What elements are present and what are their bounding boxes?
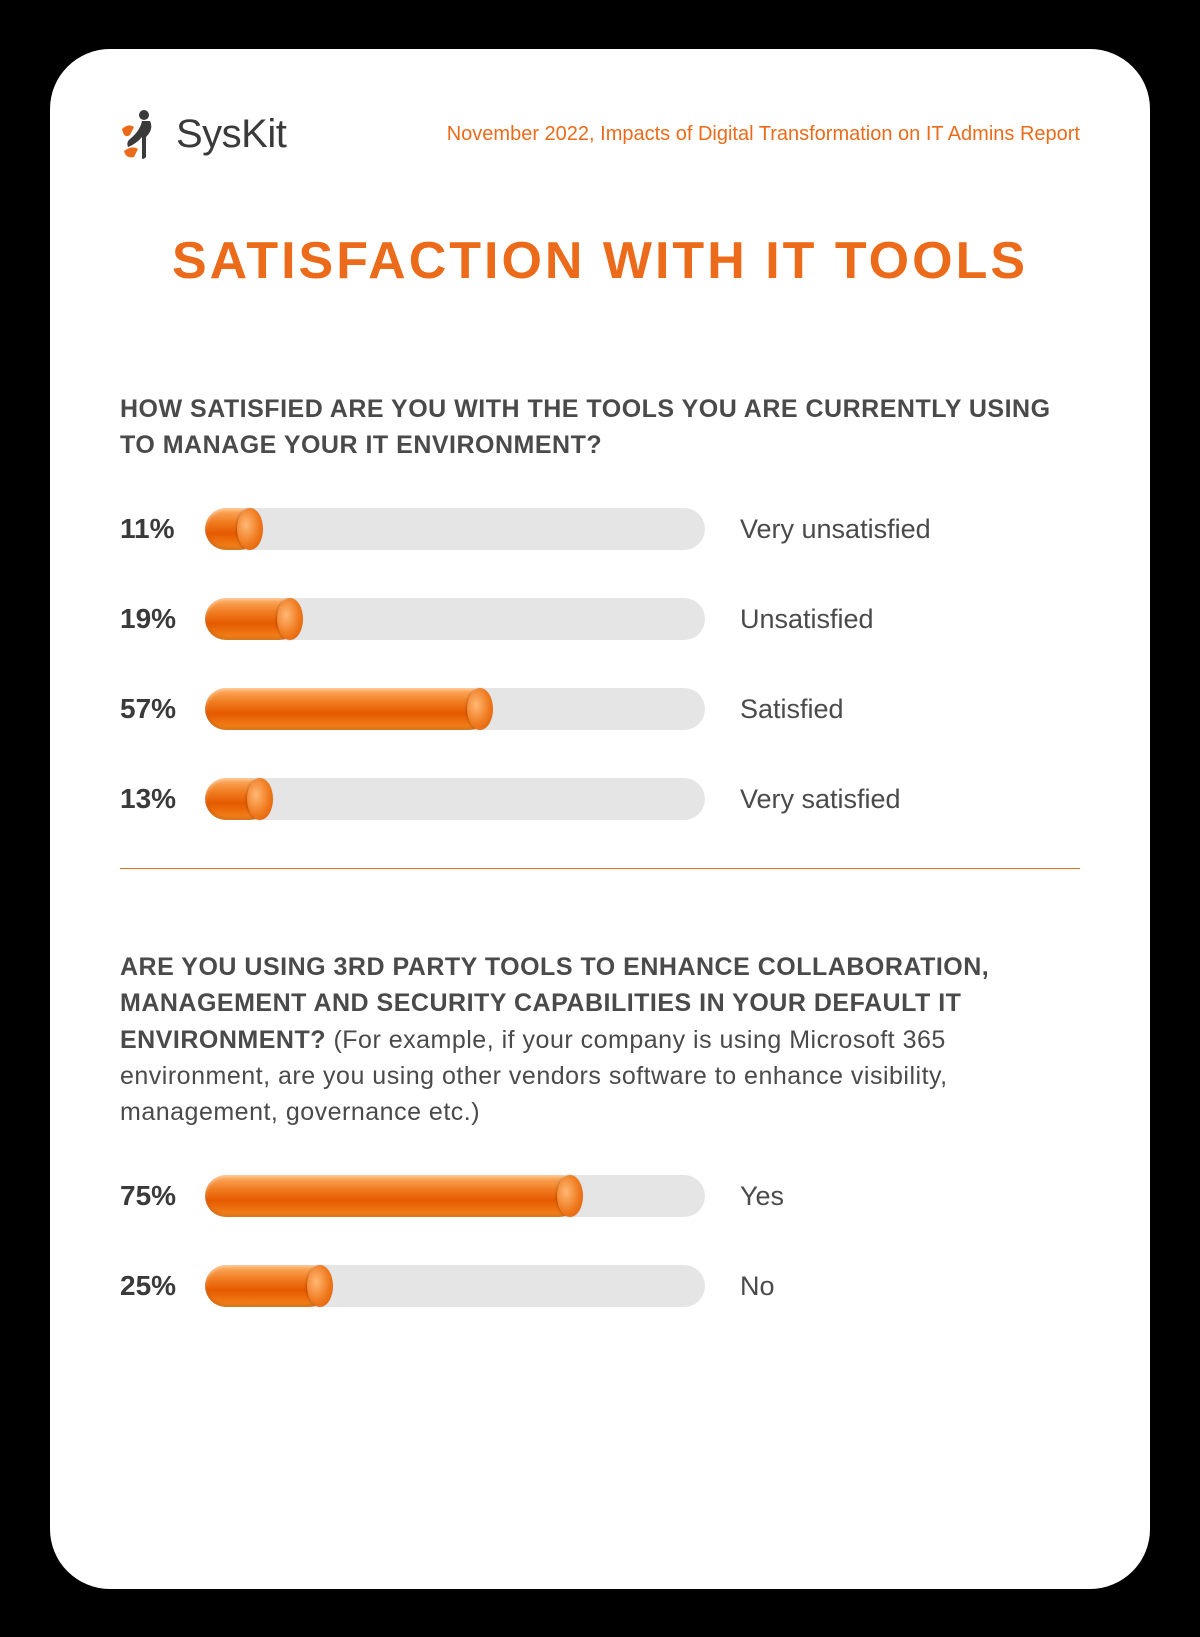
bar-label: Yes	[740, 1181, 784, 1212]
section-divider	[120, 868, 1080, 869]
bar-percent: 19%	[120, 603, 205, 635]
bar-track	[205, 688, 705, 730]
bar-label: Very unsatisfied	[740, 514, 931, 545]
bar-fill	[205, 508, 260, 550]
bar-row: 19% Unsatisfied	[120, 598, 1080, 640]
bar-fill	[205, 778, 270, 820]
chart-1: 11% Very unsatisfied 19% Unsatisfied 57%	[120, 508, 1080, 820]
bar-endcap	[277, 598, 303, 640]
bar-label: Satisfied	[740, 694, 844, 725]
bar-label: Very satisfied	[740, 784, 901, 815]
bar-row: 57% Satisfied	[120, 688, 1080, 730]
bar-percent: 75%	[120, 1180, 205, 1212]
bar-row: 75% Yes	[120, 1175, 1080, 1217]
bar-row: 25% No	[120, 1265, 1080, 1307]
bar-endcap	[557, 1175, 583, 1217]
bar-track	[205, 1265, 705, 1307]
report-meta: November 2022, Impacts of Digital Transf…	[447, 123, 1080, 146]
bar-fill	[205, 1265, 330, 1307]
bar-track	[205, 508, 705, 550]
brand-logo: SysKit	[120, 109, 286, 161]
bar-percent: 25%	[120, 1270, 205, 1302]
syskit-icon	[120, 109, 164, 161]
header-row: SysKit November 2022, Impacts of Digital…	[120, 109, 1080, 161]
bar-row: 13% Very satisfied	[120, 778, 1080, 820]
chart-2: 75% Yes 25% No	[120, 1175, 1080, 1307]
question-2: ARE YOU USING 3RD PARTY TOOLS TO ENHANCE…	[120, 949, 1080, 1130]
bar-track	[205, 1175, 705, 1217]
question-1: HOW SATISFIED ARE YOU WITH THE TOOLS YOU…	[120, 391, 1080, 464]
bar-label: Unsatisfied	[740, 604, 874, 635]
bar-endcap	[467, 688, 493, 730]
brand-name: SysKit	[176, 112, 286, 157]
bar-percent: 57%	[120, 693, 205, 725]
bar-fill	[205, 688, 490, 730]
bar-percent: 11%	[120, 513, 205, 545]
bar-track	[205, 598, 705, 640]
bar-fill	[205, 598, 300, 640]
bar-row: 11% Very unsatisfied	[120, 508, 1080, 550]
bar-fill	[205, 1175, 580, 1217]
bar-label: No	[740, 1271, 775, 1302]
bar-track	[205, 778, 705, 820]
report-card: SysKit November 2022, Impacts of Digital…	[50, 49, 1150, 1589]
bar-endcap	[307, 1265, 333, 1307]
bar-percent: 13%	[120, 783, 205, 815]
bar-endcap	[247, 778, 273, 820]
page-title: SATISFACTION WITH IT TOOLS	[120, 231, 1080, 291]
bar-endcap	[237, 508, 263, 550]
